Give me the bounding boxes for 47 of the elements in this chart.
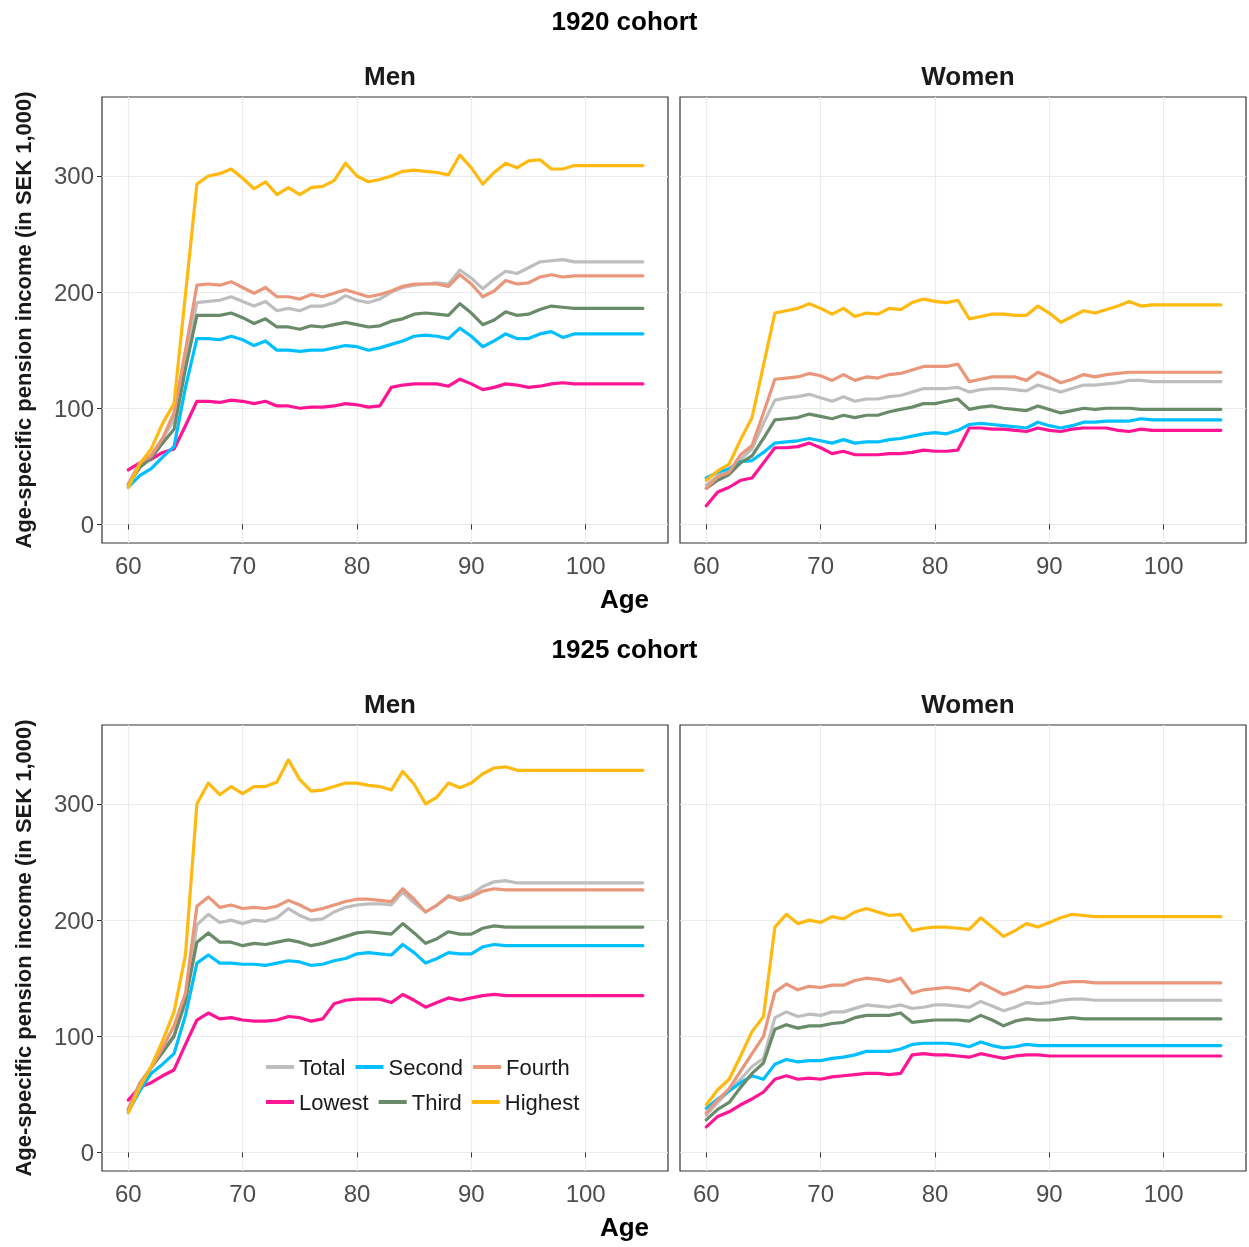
y-tick-label: 100 (53, 394, 94, 422)
y-axis-title: Age-specific pension income (in SEK 1,000) (10, 719, 36, 1177)
y-axis-title: Age-specific pension income (in SEK 1,000) (10, 91, 36, 549)
legend-label: Fourth (506, 1054, 570, 1080)
y-tick-label: 0 (80, 1138, 94, 1166)
x-axis-title: Age (598, 584, 651, 615)
x-tick-label: 70 (229, 1179, 256, 1207)
legend-label: Second (388, 1054, 464, 1080)
y-tick-label: 0 (80, 510, 94, 538)
x-tick-label: 90 (1035, 551, 1063, 579)
x-tick-label: 90 (457, 1179, 485, 1207)
chart-title: Women (921, 61, 1015, 91)
y-tick-label: 300 (53, 162, 94, 190)
legend-label: Highest (504, 1089, 580, 1115)
legend-label: Lowest (299, 1089, 369, 1115)
y-tick-label: 100 (53, 1022, 94, 1050)
x-tick-label: 80 (343, 551, 371, 579)
x-tick-label: 80 (921, 1179, 949, 1207)
y-tick-label: 300 (53, 790, 94, 818)
x-tick-label: 90 (1035, 1179, 1063, 1207)
x-tick-label: 60 (114, 1179, 142, 1207)
x-tick-label: 100 (1143, 551, 1184, 579)
x-tick-label: 80 (343, 1179, 371, 1207)
y-tick-label: 200 (53, 906, 94, 934)
x-tick-label: 100 (565, 1179, 606, 1207)
x-tick-label: 60 (114, 551, 142, 579)
chart-title: Women (921, 689, 1015, 719)
legend-label: Total (299, 1054, 346, 1080)
chart-title: Men (364, 61, 416, 91)
x-tick-label: 60 (692, 551, 720, 579)
x-tick-label: 80 (921, 551, 949, 579)
x-tick-label: 70 (229, 551, 256, 579)
x-tick-label: 90 (457, 551, 485, 579)
text: 1925 cohort (550, 634, 699, 665)
line-series (126, 758, 645, 1115)
x-tick-label: 100 (565, 551, 606, 579)
line-series (126, 153, 645, 489)
x-tick-label: 70 (807, 551, 834, 579)
chart-title: Men (364, 689, 416, 719)
x-tick-label: 100 (1143, 1179, 1184, 1207)
x-tick-label: 60 (692, 1179, 720, 1207)
text: 1920 cohort (550, 6, 699, 37)
legend-label: Third (411, 1089, 462, 1115)
x-axis-title: Age (598, 1212, 651, 1243)
line-series (126, 377, 645, 472)
y-tick-label: 200 (53, 278, 94, 306)
x-tick-label: 70 (807, 1179, 834, 1207)
